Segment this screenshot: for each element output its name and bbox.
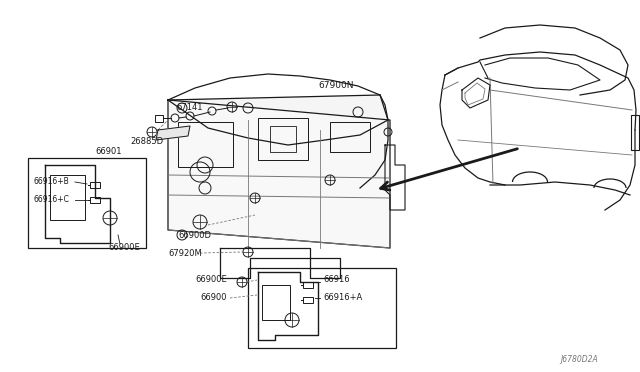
Bar [155, 115, 163, 122]
Bar [303, 297, 313, 303]
Text: 66916+B: 66916+B [34, 177, 70, 186]
Text: 26885D: 26885D [130, 138, 163, 147]
Bar [248, 268, 396, 348]
Text: 67141: 67141 [176, 103, 202, 112]
Bar [262, 285, 290, 320]
Text: J6780D2A: J6780D2A [560, 356, 598, 365]
Bar [330, 122, 370, 152]
Polygon shape [156, 126, 190, 140]
Text: 66900E: 66900E [195, 276, 227, 285]
Text: 66916+C: 66916+C [34, 196, 70, 205]
Polygon shape [168, 100, 390, 248]
Bar [50, 175, 85, 220]
Bar [178, 122, 233, 167]
Text: 66916: 66916 [323, 276, 349, 285]
Text: 66900: 66900 [200, 294, 227, 302]
Text: 67900N: 67900N [318, 80, 353, 90]
Bar [631, 115, 639, 150]
Bar [303, 282, 313, 288]
Bar [258, 118, 308, 160]
Polygon shape [168, 95, 388, 145]
Text: 66916+A: 66916+A [323, 294, 362, 302]
Bar [270, 126, 296, 152]
Text: 66901: 66901 [95, 148, 122, 157]
Text: 66900D: 66900D [178, 231, 211, 240]
Bar [90, 197, 100, 203]
Bar [90, 182, 100, 188]
Bar [28, 158, 146, 248]
Text: 66900E: 66900E [108, 243, 140, 251]
Text: 67920M: 67920M [168, 248, 202, 257]
